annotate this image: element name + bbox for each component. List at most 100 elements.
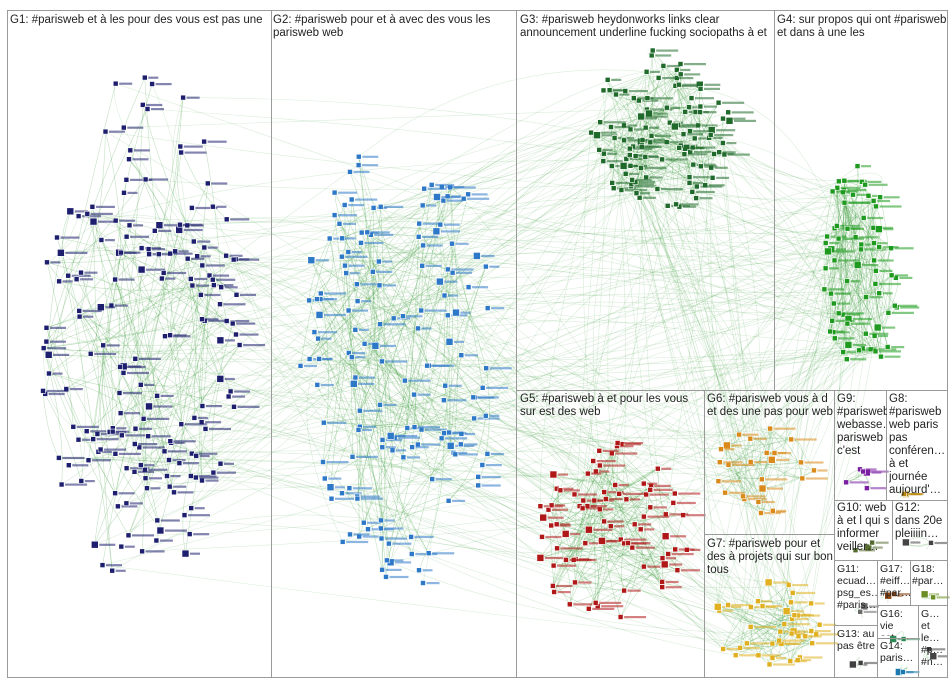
- edge: [339, 223, 487, 416]
- edge: [195, 454, 456, 478]
- vertex-g9: [864, 485, 887, 491]
- vertex-g1: [85, 457, 111, 464]
- edge: [233, 177, 713, 260]
- vertex-g1: [100, 342, 120, 349]
- vertex-g19: [929, 652, 948, 661]
- vertex-g4: [827, 328, 844, 335]
- edge: [540, 493, 675, 559]
- edge: [79, 316, 113, 432]
- edge: [758, 584, 789, 656]
- vertex-g3: [613, 91, 630, 98]
- edge: [444, 269, 451, 446]
- vertex-g2: [446, 441, 475, 450]
- vertex-g4: [876, 244, 899, 250]
- vertex-g2: [415, 234, 439, 240]
- edge: [184, 158, 627, 516]
- edge: [394, 270, 876, 438]
- edge: [720, 448, 803, 479]
- edge: [322, 223, 420, 463]
- edge: [738, 344, 849, 435]
- edge: [710, 130, 722, 450]
- edge: [404, 380, 740, 439]
- vertex-g1: [118, 249, 141, 256]
- vertex-g5: [631, 521, 652, 528]
- vertex-g3: [630, 95, 654, 101]
- edge: [657, 188, 812, 632]
- vertex-g3: [623, 156, 643, 162]
- edge: [556, 524, 641, 535]
- vertex-g1: [201, 244, 218, 251]
- edge: [540, 149, 600, 507]
- vertex-g5: [670, 500, 696, 506]
- vertex-g1: [199, 316, 219, 323]
- vertex-g1: [202, 426, 231, 432]
- edge: [341, 256, 440, 282]
- edge: [140, 384, 486, 417]
- vertex-g1: [73, 276, 94, 283]
- edge: [630, 165, 876, 285]
- vertex-g10: [869, 539, 889, 546]
- edge: [163, 97, 184, 273]
- vertex-g4: [860, 215, 884, 221]
- edge: [635, 181, 860, 351]
- edge: [860, 249, 882, 357]
- vertex-g1: [191, 415, 208, 421]
- edge: [402, 315, 806, 637]
- vertex-g7: [755, 598, 772, 605]
- edge: [663, 65, 699, 126]
- vertex-g7: [802, 633, 822, 640]
- edge: [846, 200, 874, 360]
- edge: [540, 546, 676, 559]
- edge: [477, 368, 490, 486]
- edge: [135, 378, 221, 429]
- edge: [418, 433, 445, 571]
- edge: [168, 344, 240, 461]
- vertex-g3: [707, 132, 734, 138]
- edge: [552, 450, 600, 586]
- vertex-g1: [89, 217, 114, 226]
- edge: [300, 204, 345, 366]
- edge: [78, 310, 136, 445]
- vertex-g14: [900, 669, 920, 675]
- vertex-g5: [640, 480, 658, 487]
- edge: [553, 474, 616, 486]
- vertex-g4: [875, 225, 894, 233]
- edge: [844, 202, 848, 282]
- edge: [348, 310, 454, 454]
- group-label-g19: G… et le… #p… #n…: [921, 608, 944, 668]
- edge: [353, 242, 362, 302]
- edge: [44, 83, 116, 394]
- edge: [823, 191, 833, 332]
- edge: [382, 439, 588, 474]
- vertex-g1: [230, 256, 260, 263]
- edge: [320, 228, 848, 300]
- vertex-g5: [660, 560, 683, 569]
- edge: [317, 338, 647, 495]
- vertex-g1: [186, 531, 210, 537]
- edge: [845, 479, 868, 489]
- edge: [101, 239, 221, 380]
- vertex-g1: [160, 270, 187, 276]
- vertex-g2: [355, 162, 379, 168]
- vertex-g2: [420, 242, 443, 249]
- edge: [341, 238, 430, 366]
- vertex-g2: [465, 191, 488, 198]
- vertex-g1: [40, 388, 69, 394]
- edge: [163, 272, 359, 431]
- vertex-g5: [674, 567, 700, 574]
- edge: [762, 470, 815, 489]
- vertex-g2: [364, 229, 390, 236]
- vertex-g12: [902, 538, 921, 547]
- vertex-g1: [112, 80, 133, 87]
- edge: [120, 111, 696, 368]
- edge: [380, 116, 642, 521]
- edge: [390, 351, 876, 563]
- vertex-g2: [348, 354, 366, 360]
- edge: [841, 202, 848, 360]
- vertex-g1: [225, 393, 246, 400]
- group-label-g9: G9: #parisweb webasse… parisweb c'est: [837, 393, 887, 457]
- vertex-g1: [54, 234, 80, 241]
- vertex-g2: [415, 325, 432, 332]
- edge: [447, 315, 752, 608]
- vertex-g5: [571, 491, 597, 498]
